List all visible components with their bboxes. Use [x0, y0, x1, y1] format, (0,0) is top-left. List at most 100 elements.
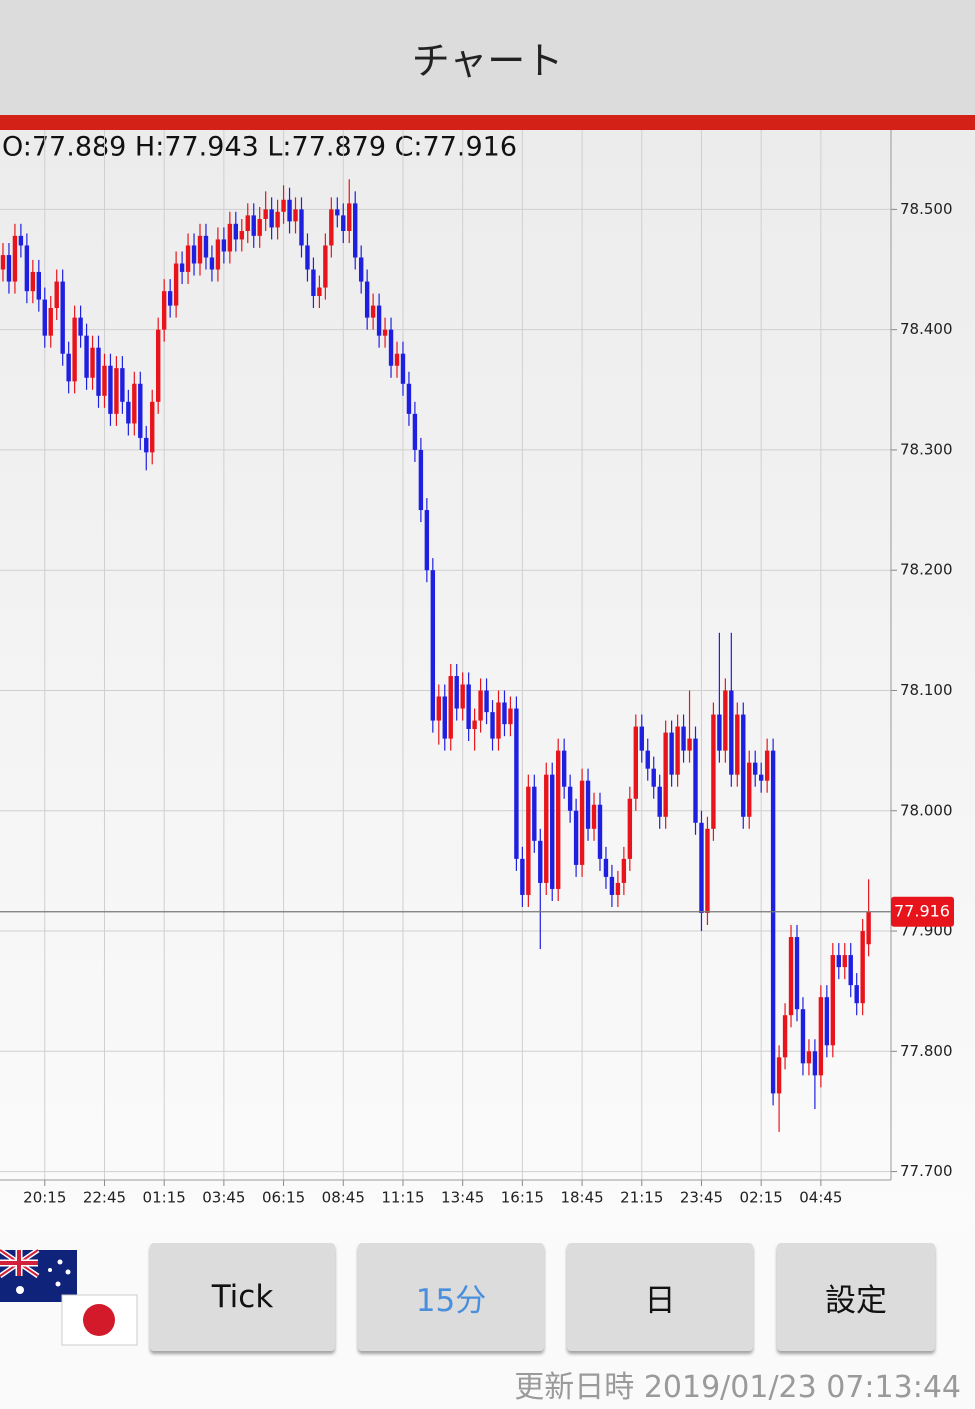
- candle-body: [132, 383, 137, 424]
- candle-body: [615, 882, 621, 895]
- candle-body: [782, 1015, 788, 1058]
- candle-body: [555, 750, 561, 889]
- candle-body: [675, 726, 680, 775]
- candle-body: [669, 732, 674, 775]
- candle-body: [818, 997, 824, 1076]
- candle-body: [394, 353, 400, 366]
- candle-body: [317, 287, 322, 296]
- candle-body: [412, 413, 418, 450]
- candle-body: [358, 257, 364, 282]
- candle-body: [90, 347, 95, 378]
- update-timestamp: 2019/01/23 07:13:44: [643, 1370, 961, 1405]
- candle-body: [54, 281, 59, 309]
- candle-body: [96, 347, 101, 396]
- candle-body: [221, 239, 227, 252]
- candle-body: [341, 215, 346, 232]
- candle-body: [639, 726, 644, 751]
- y-tick-label: 78.200: [900, 561, 953, 579]
- candle-body: [776, 1057, 782, 1094]
- candle-body: [179, 263, 185, 272]
- daily-button[interactable]: 日: [567, 1243, 753, 1351]
- x-tick-label: 02:15: [740, 1189, 783, 1207]
- currency-flags: [0, 1248, 138, 1346]
- candle-body: [78, 317, 83, 336]
- candle-body: [627, 798, 633, 859]
- x-tick-label: 23:45: [680, 1189, 723, 1207]
- candle-body: [657, 786, 662, 817]
- candle-body: [735, 714, 740, 775]
- settings-button[interactable]: 設定: [777, 1243, 935, 1351]
- candle-body: [448, 676, 453, 739]
- candle-body: [466, 684, 471, 729]
- candle-body: [353, 203, 358, 258]
- candle-body: [454, 676, 459, 709]
- x-tick-label: 08:45: [322, 1189, 365, 1207]
- candle-body: [723, 690, 728, 751]
- x-tick-label: 13:45: [441, 1189, 484, 1207]
- candle-body: [239, 231, 244, 240]
- candle-body: [484, 690, 489, 713]
- candle-body: [770, 750, 776, 1094]
- candle-body: [854, 985, 859, 1004]
- header-title: チャート: [0, 0, 975, 115]
- candle-body: [699, 822, 704, 913]
- candle-body: [651, 768, 656, 787]
- candle-body: [538, 840, 543, 883]
- candle-body: [687, 738, 692, 751]
- candle-body: [830, 955, 836, 1046]
- candle-body: [173, 263, 179, 306]
- candle-body: [532, 786, 537, 841]
- candle-body: [561, 750, 567, 787]
- candle-body: [579, 780, 585, 865]
- y-tick-label: 78.300: [900, 440, 953, 458]
- candle-body: [800, 1009, 806, 1064]
- candle-body: [156, 329, 161, 402]
- candle-body: [424, 510, 430, 571]
- candle-body: [478, 690, 483, 721]
- candle-body: [281, 199, 286, 212]
- candle-body: [621, 858, 627, 883]
- candle-body: [197, 235, 203, 264]
- candle-body: [299, 209, 304, 246]
- candle-body: [364, 281, 370, 318]
- candle-body: [472, 720, 477, 729]
- candle-body: [370, 305, 376, 318]
- candle-body: [275, 211, 280, 228]
- candle-body: [323, 245, 328, 288]
- candle-body: [293, 209, 298, 222]
- x-tick-label: 06:15: [262, 1189, 305, 1207]
- candle-body: [48, 308, 53, 336]
- candle-body: [741, 714, 746, 817]
- candle-body: [161, 291, 167, 330]
- interval-button[interactable]: 15分: [358, 1243, 544, 1351]
- candle-body: [150, 401, 155, 453]
- candle-body: [764, 750, 770, 781]
- candle-body: [597, 804, 603, 859]
- candle-body: [836, 955, 841, 968]
- candle-body: [126, 401, 131, 424]
- candle-body: [747, 762, 752, 817]
- candle-body: [167, 291, 173, 306]
- candle-body: [753, 762, 758, 775]
- tick-button[interactable]: Tick: [150, 1243, 335, 1351]
- chart-background: [0, 130, 975, 1225]
- candle-body: [860, 931, 865, 1004]
- candle-body: [400, 353, 406, 384]
- candle-body: [711, 714, 716, 829]
- candle-body: [490, 712, 495, 739]
- update-label: 更新日時: [514, 1370, 635, 1405]
- y-tick-label: 78.400: [900, 320, 953, 338]
- candle-body: [138, 383, 143, 438]
- candle-body: [758, 774, 764, 781]
- candle-body: [573, 810, 579, 865]
- candle-body: [42, 299, 47, 336]
- candle-body: [329, 209, 334, 246]
- candle-body: [824, 997, 830, 1046]
- candle-body: [12, 235, 18, 282]
- candle-body: [215, 239, 221, 270]
- candle-body: [263, 209, 268, 220]
- candle-body: [251, 215, 256, 236]
- candle-body: [693, 738, 698, 823]
- candle-body: [633, 726, 639, 799]
